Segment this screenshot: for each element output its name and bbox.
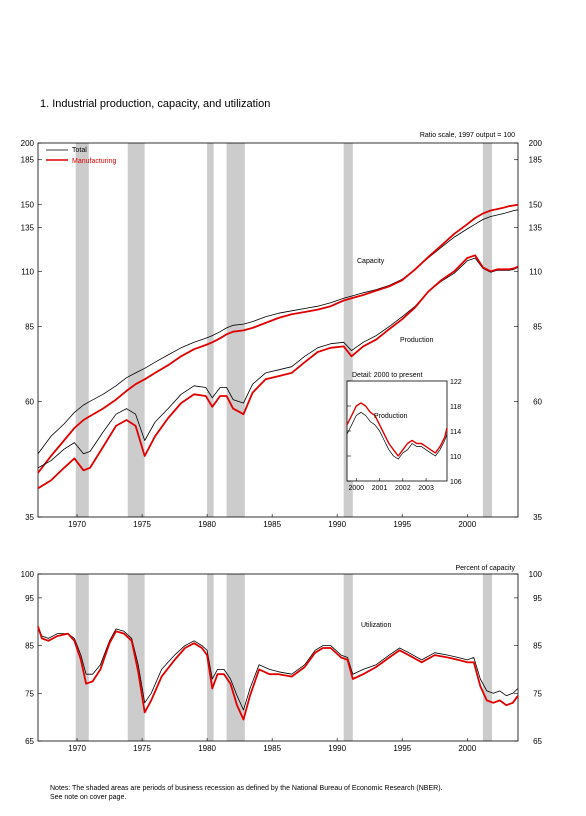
y-tick-label-left: 185 <box>21 156 35 165</box>
y-tick-label-right: 122 <box>450 379 462 386</box>
recession-band <box>207 143 214 517</box>
y-tick-label-right: 200 <box>529 139 543 148</box>
recession-band <box>75 143 89 517</box>
y-tick-label-right: 95 <box>533 594 542 603</box>
inset-frame <box>346 380 448 482</box>
y-tick-label-left: 200 <box>21 139 35 148</box>
recession-band <box>343 574 353 741</box>
series-line-manufacturing <box>37 626 519 721</box>
series-line-total <box>346 411 448 460</box>
scale-note: Ratio scale, 1997 output = 100 <box>420 132 515 139</box>
x-tick-label: 1980 <box>198 520 216 529</box>
y-tick-label-right: 118 <box>450 404 461 411</box>
y-tick-label-right: 110 <box>450 454 461 461</box>
legend-label-total: Total <box>72 147 87 154</box>
figure-title: 1. Industrial production, capacity, and … <box>40 98 270 110</box>
y-tick-label-left: 150 <box>21 201 35 210</box>
inset-axes: 106 110 114 118 122 2000 2001 2002 2003 <box>347 379 462 492</box>
x-tick-label: 1985 <box>263 520 281 529</box>
y-tick-label-left: 110 <box>21 267 34 276</box>
y-tick-label-left: 85 <box>25 323 34 332</box>
series-line-total <box>37 626 519 711</box>
series-line-capacity-total <box>37 209 519 454</box>
y-tick-label-right: 100 <box>529 570 543 579</box>
x-tick-label: 1995 <box>393 744 411 753</box>
x-tick-label: 1975 <box>133 744 151 753</box>
y-tick-label-right: 60 <box>533 397 542 406</box>
x-tick-label: 1970 <box>68 520 86 529</box>
util-scale-note: Percent of capacity <box>455 565 515 572</box>
x-tick-label: 1970 <box>68 744 86 753</box>
inset-title: Detail: 2000 to present <box>352 372 422 379</box>
y-tick-label-right: 65 <box>533 737 542 746</box>
y-tick-label-right: 185 <box>529 156 543 165</box>
x-tick-label: 2000 <box>349 485 365 492</box>
y-tick-label-right: 85 <box>533 323 542 332</box>
series-line-manufacturing <box>346 402 448 457</box>
recession-band <box>207 574 214 741</box>
recession-band <box>127 143 145 517</box>
series-line-production-total <box>37 257 519 469</box>
recession-band <box>75 574 89 741</box>
y-tick-label-right: 135 <box>529 223 543 232</box>
x-tick-label: 1990 <box>328 744 346 753</box>
axes: 65 65 75 75 85 85 95 95 100 100 1970 1975 1980 1985 19… <box>21 570 543 753</box>
y-tick-label-left: 65 <box>25 737 34 746</box>
x-tick-label: 1995 <box>393 520 411 529</box>
series-line-production-manufacturing <box>37 254 519 490</box>
utilization-chart: 65 65 75 75 85 85 95 95 100 100 1970 1975 1980 1985 19… <box>21 565 543 753</box>
y-tick-label-right: 150 <box>529 201 543 210</box>
notes-line-2: See note on cover page. <box>50 794 127 801</box>
y-tick-label-right: 110 <box>529 267 542 276</box>
x-tick-label: 2001 <box>372 485 388 492</box>
notes-line-1: Notes: The shaded areas are periods of b… <box>50 785 443 792</box>
series-lines <box>37 203 519 490</box>
y-tick-label-left: 35 <box>25 513 34 522</box>
x-tick-label: 2000 <box>458 520 476 529</box>
y-tick-label-left: 60 <box>25 397 34 406</box>
y-tick-label-left: 100 <box>21 570 35 579</box>
x-tick-label: 2000 <box>458 744 476 753</box>
y-tick-label-left: 75 <box>25 689 34 698</box>
x-tick-label: 1985 <box>263 744 281 753</box>
x-tick-label: 2002 <box>395 485 411 492</box>
y-tick-label-right: 114 <box>450 429 461 436</box>
legend: Total Manufacturing <box>46 147 116 165</box>
plot-frame <box>37 573 519 742</box>
y-tick-label-right: 106 <box>450 479 462 486</box>
series-line-capacity-manufacturing <box>37 203 519 474</box>
notes: Notes: The shaded areas are periods of b… <box>50 784 560 802</box>
inset-series-lines <box>346 402 448 460</box>
recession-band <box>343 143 353 517</box>
series-lines <box>37 626 519 721</box>
plot-frame <box>37 142 519 518</box>
recession-band <box>226 143 245 517</box>
x-tick-label: 1980 <box>198 744 216 753</box>
recession-band <box>226 574 245 741</box>
detail-inset-chart: Detail: 2000 to present 106 110 114 118 122 2… <box>346 372 462 492</box>
inset-label-production: Production <box>374 413 408 420</box>
label-utilization: Utilization <box>361 622 391 629</box>
y-tick-label-right: 35 <box>533 513 542 522</box>
y-tick-label-left: 85 <box>25 642 34 651</box>
y-tick-label-right: 85 <box>533 642 542 651</box>
x-tick-label: 1975 <box>133 520 151 529</box>
x-tick-label: 2003 <box>418 485 434 492</box>
label-production: Production <box>400 337 434 344</box>
recession-band <box>482 143 492 517</box>
recession-band <box>482 574 492 741</box>
y-tick-label-right: 75 <box>533 689 542 698</box>
recession-shading <box>75 574 492 741</box>
label-capacity: Capacity <box>357 258 385 265</box>
x-tick-label: 1990 <box>328 520 346 529</box>
y-tick-label-left: 95 <box>25 594 34 603</box>
legend-label-manufacturing: Manufacturing <box>72 158 116 165</box>
y-tick-label-left: 135 <box>21 223 35 232</box>
